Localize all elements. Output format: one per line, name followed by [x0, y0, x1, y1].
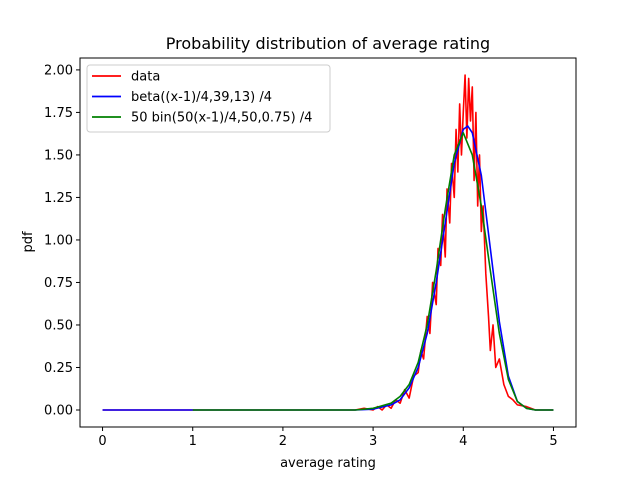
y-tick-label: 0.00 — [44, 403, 73, 418]
series-line-2 — [192, 132, 554, 411]
axes-frame — [79, 57, 577, 428]
y-tick-label: 0.25 — [44, 361, 73, 376]
x-axis-label: average rating — [280, 456, 376, 471]
y-tick-label: 2.00 — [44, 63, 73, 78]
y-axis-label: pdf — [21, 231, 36, 253]
x-axis: 0 1 2 3 4 5 — [98, 427, 558, 449]
x-tick-label: 5 — [549, 434, 557, 449]
x-tick-label: 2 — [279, 434, 287, 449]
legend: data beta((x-1)/4,39,13) /4 50 bin(50(x-1)… — [86, 64, 331, 133]
x-tick-label: 0 — [98, 434, 106, 449]
y-tick-label: 1.00 — [44, 233, 73, 248]
legend-label: 50 bin(50(x-1)/4,50,0.75) /4 — [131, 111, 312, 126]
y-tick-label: 0.50 — [44, 318, 73, 333]
y-axis: 0.00 0.25 0.50 0.75 1.00 1.25 1.50 1.75 2.00 — [44, 63, 80, 418]
x-tick-label: 1 — [189, 434, 197, 449]
legend-box — [86, 64, 331, 133]
y-tick-label: 1.75 — [44, 106, 73, 121]
legend-label: beta((x-1)/4,39,13) /4 — [131, 90, 272, 105]
legend-label: data — [131, 70, 160, 85]
chart-title: Probability distribution of average rati… — [166, 34, 490, 53]
y-tick-label: 1.25 — [44, 191, 73, 206]
plot-area — [102, 74, 554, 411]
x-tick-label: 4 — [459, 434, 467, 449]
x-tick-label: 3 — [369, 434, 377, 449]
y-tick-label: 1.50 — [44, 148, 73, 163]
y-tick-label: 0.75 — [44, 276, 73, 291]
